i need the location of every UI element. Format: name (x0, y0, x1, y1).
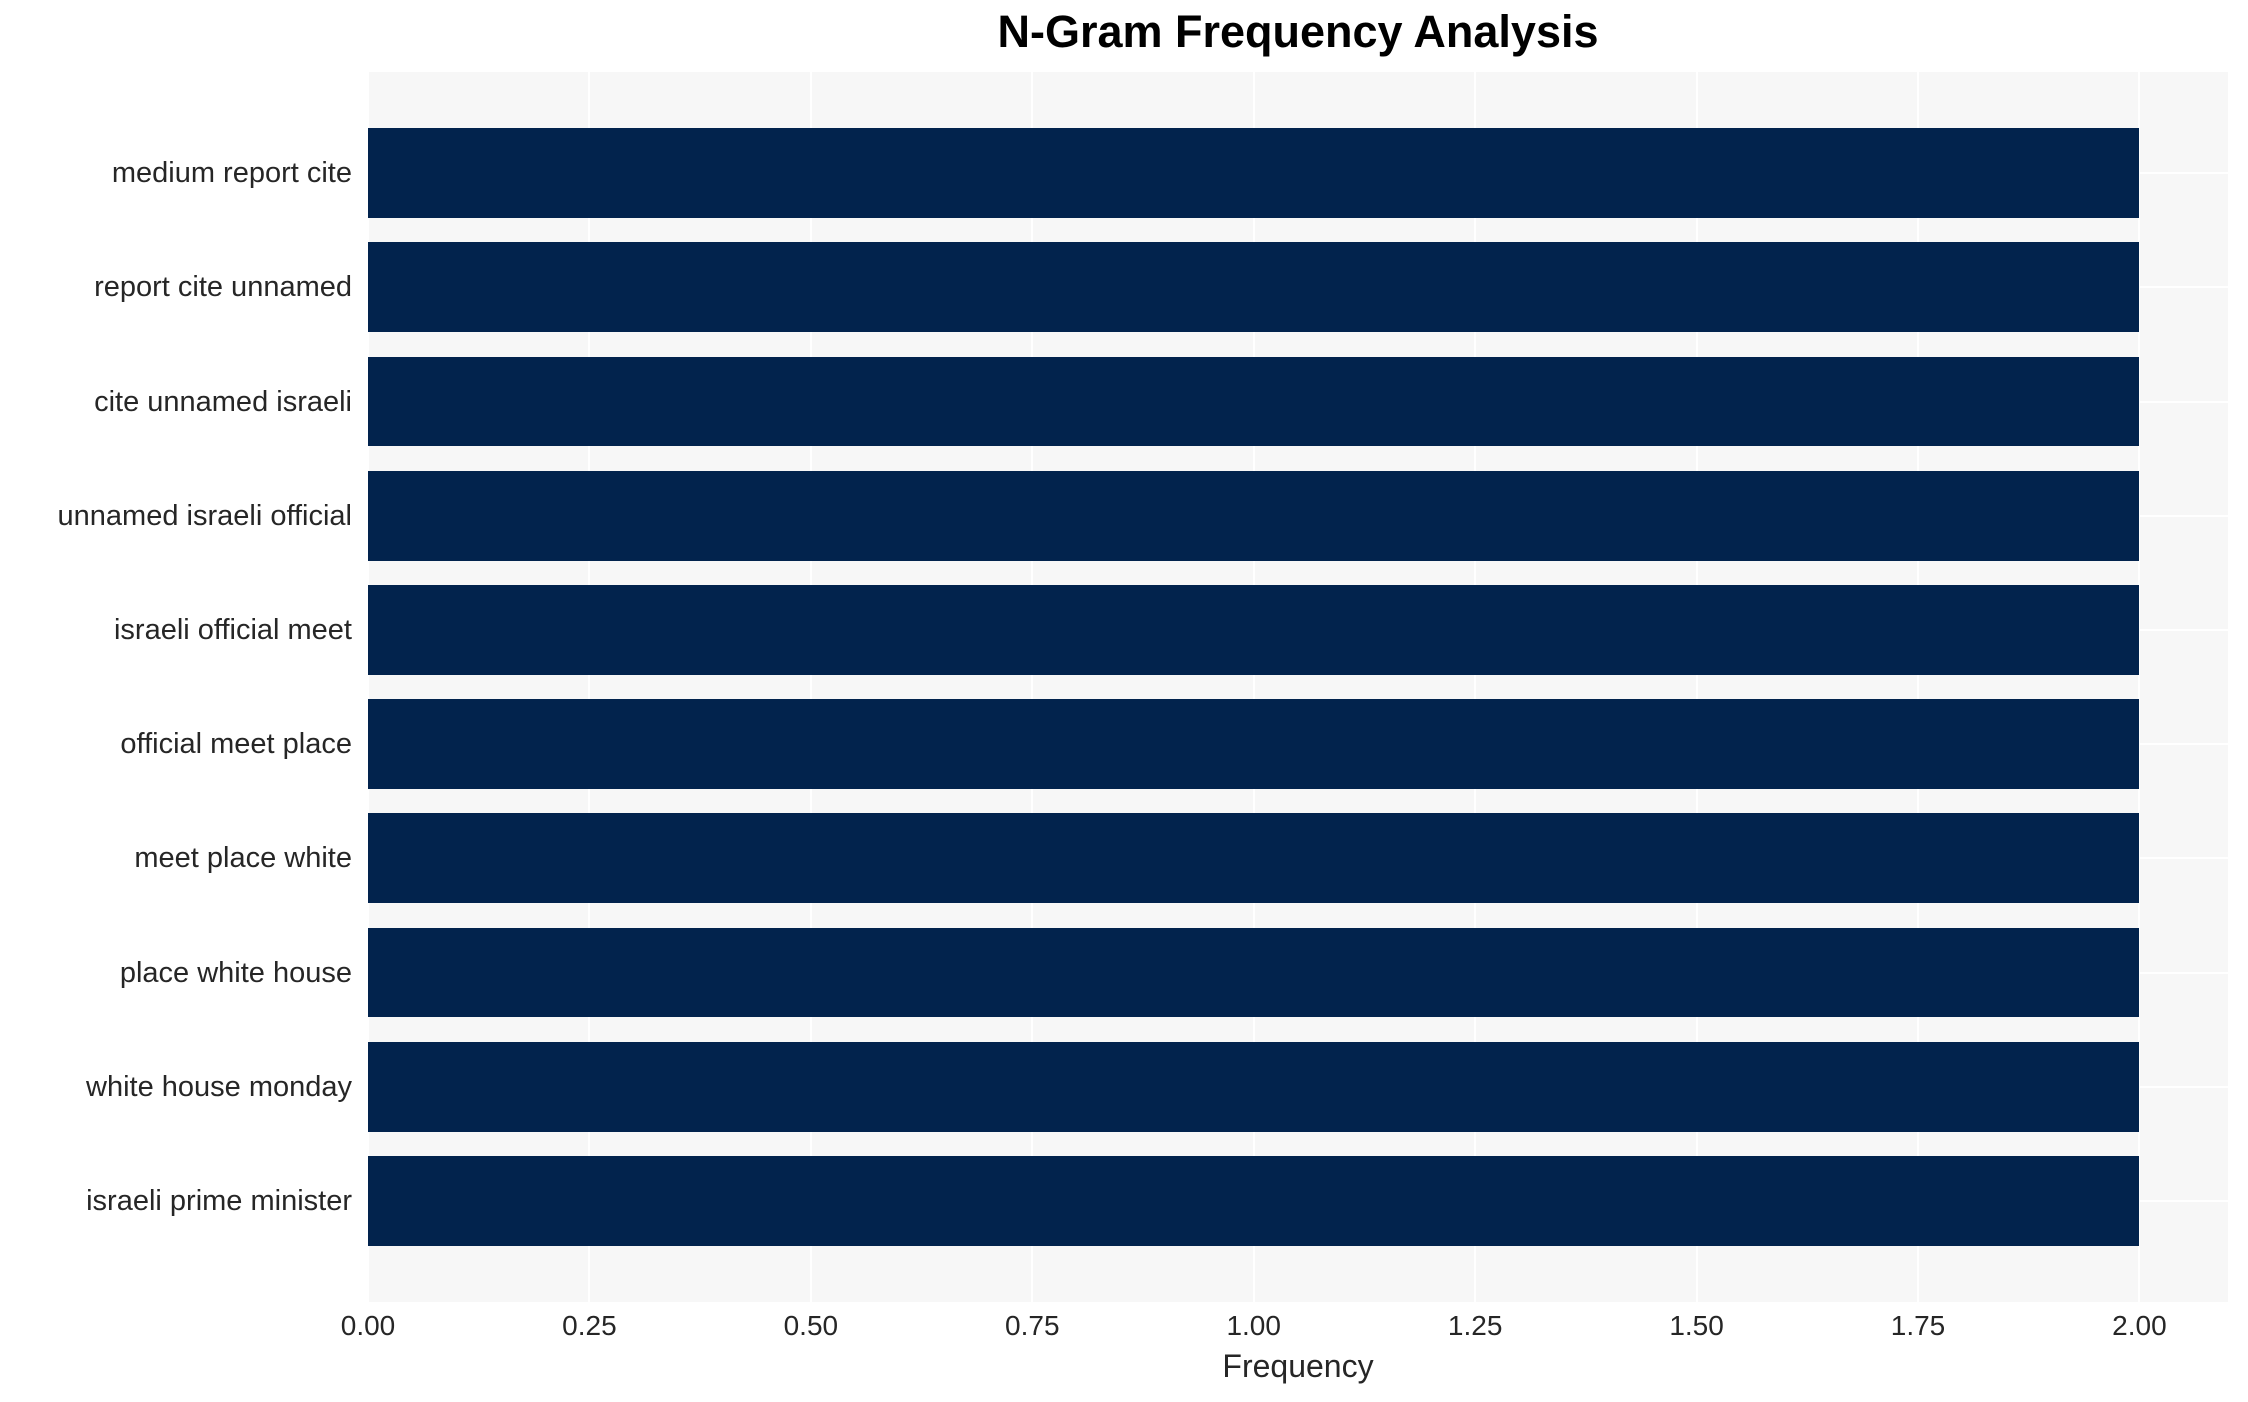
gridline-v-1.50 (1695, 72, 1698, 1302)
bar-6 (368, 813, 2140, 904)
bar-0 (368, 128, 2140, 219)
y-tick-label: cite unnamed israeli (94, 385, 352, 418)
x-tick-label: 0.25 (562, 1310, 617, 1341)
gridline-v-0.50 (809, 72, 812, 1302)
plot-area (367, 72, 2228, 1302)
x-tick-label: 1.50 (1669, 1310, 1724, 1341)
gridline-v-1.25 (1474, 72, 1477, 1302)
gridline-v-0.00 (367, 72, 369, 1302)
bar-7 (368, 927, 2140, 1018)
y-tick-label: white house monday (86, 1070, 352, 1103)
bar-3 (368, 470, 2140, 561)
y-tick-label: unnamed israeli official (57, 499, 352, 532)
gridline-v-1.75 (1917, 72, 1919, 1302)
gridline-v-2.00 (2138, 72, 2141, 1302)
y-tick-label: report cite unnamed (94, 271, 352, 304)
y-tick-label: official meet place (120, 728, 352, 761)
chart-title: N-Gram Frequency Analysis (997, 6, 1599, 57)
y-tick-label: medium report cite (111, 157, 352, 190)
bar-9 (368, 1155, 2140, 1246)
gridline-v-0.25 (588, 72, 591, 1302)
x-axis-label: Frequency (1222, 1348, 1374, 1384)
bar-4 (368, 584, 2140, 675)
x-tick-label: 2.00 (2112, 1310, 2167, 1341)
y-tick-label: place white house (119, 956, 352, 989)
x-tick-label: 1.00 (1226, 1310, 1281, 1341)
bar-8 (368, 1041, 2140, 1132)
gridline-v-0.75 (1031, 72, 1034, 1302)
y-tick-label: israeli official meet (113, 613, 352, 646)
y-tick-label: israeli prime minister (86, 1184, 352, 1217)
bar-1 (368, 242, 2140, 333)
x-tick-label: 1.25 (1447, 1310, 1503, 1341)
x-tick-label: 0.75 (1005, 1310, 1060, 1341)
bar-5 (368, 699, 2140, 790)
x-tick-label: 1.75 (1890, 1310, 1946, 1341)
x-tick-label: 0.50 (783, 1310, 839, 1341)
bar-2 (368, 356, 2140, 447)
y-tick-label: meet place white (134, 842, 352, 875)
x-tick-label: 0.00 (340, 1310, 396, 1341)
gridline-v-1.00 (1252, 72, 1255, 1302)
